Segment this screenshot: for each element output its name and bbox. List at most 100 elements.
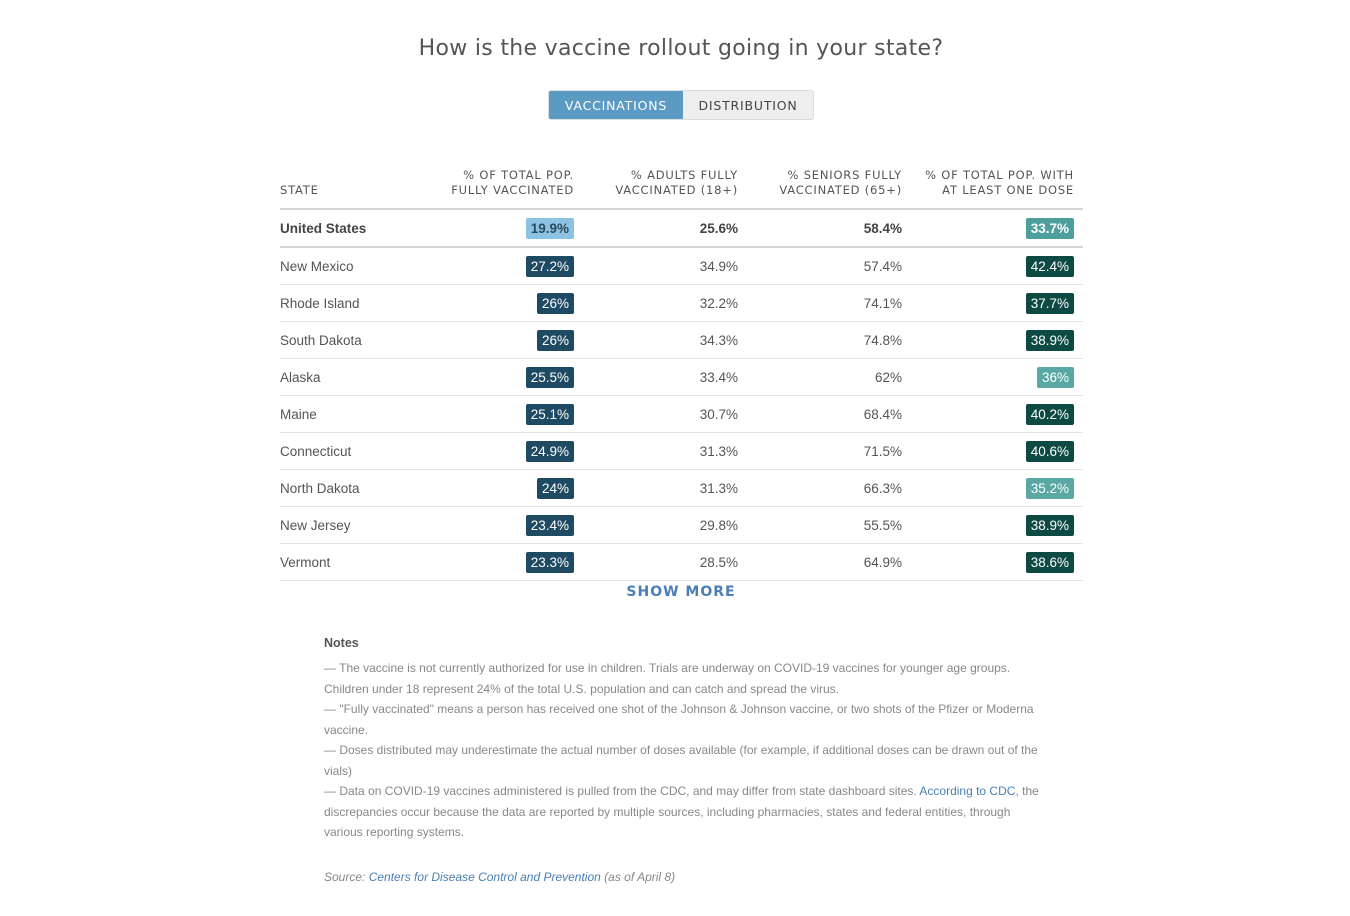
one-dose-cell: 38.9% bbox=[911, 321, 1083, 359]
header-one-dose[interactable]: % OF TOTAL POP. WITH AT LEAST ONE DOSE bbox=[911, 155, 1083, 210]
state-cell: South Dakota bbox=[280, 321, 420, 359]
one-dose-cell: 37.7% bbox=[911, 284, 1083, 322]
fully-vaccinated-pill: 24% bbox=[536, 477, 574, 499]
fully-vaccinated-cell: 23.3% bbox=[420, 543, 583, 581]
fully-vaccinated-pill: 23.3% bbox=[525, 551, 574, 573]
state-cell: New Jersey bbox=[280, 506, 420, 544]
source-line: Source: Centers for Disease Control and … bbox=[324, 870, 675, 884]
table-row-us-total: United States 19.9% 25.6% 58.4% 33.7% bbox=[280, 209, 1083, 248]
table-body: United States 19.9% 25.6% 58.4% 33.7% New Mex… bbox=[280, 209, 1083, 581]
header-fully-vaccinated[interactable]: % OF TOTAL POP. FULLY VACCINATED bbox=[420, 155, 583, 210]
header-adults-vaccinated[interactable]: % ADULTS FULLY VACCINATED (18+) bbox=[583, 155, 747, 210]
view-toggle: VACCINATIONS DISTRIBUTION bbox=[548, 90, 814, 120]
fully-vaccinated-cell: 27.2% bbox=[420, 247, 583, 285]
table-row: Vermont 23.3% 28.5% 64.9% 38.6% bbox=[280, 543, 1083, 581]
state-cell: United States bbox=[280, 209, 420, 248]
note-item-cdc: — Data on COVID-19 vaccines administered… bbox=[324, 781, 1044, 843]
one-dose-cell: 35.2% bbox=[911, 469, 1083, 507]
tab-vaccinations[interactable]: VACCINATIONS bbox=[549, 91, 683, 119]
one-dose-pill: 37.7% bbox=[1025, 292, 1074, 314]
seniors-vaccinated-cell: 66.3% bbox=[747, 469, 911, 507]
fully-vaccinated-pill: 27.2% bbox=[525, 255, 574, 277]
fully-vaccinated-cell: 19.9% bbox=[420, 209, 583, 248]
adults-vaccinated-cell: 30.7% bbox=[583, 395, 747, 433]
fully-vaccinated-pill: 25.1% bbox=[525, 403, 574, 425]
notes-title: Notes bbox=[324, 636, 359, 650]
one-dose-cell: 36% bbox=[911, 358, 1083, 396]
adults-vaccinated-cell: 32.2% bbox=[583, 284, 747, 322]
header-state[interactable]: STATE bbox=[280, 155, 420, 210]
one-dose-pill: 38.9% bbox=[1025, 514, 1074, 536]
fully-vaccinated-cell: 25.1% bbox=[420, 395, 583, 433]
header-line: % OF TOTAL POP. bbox=[463, 168, 574, 182]
header-line: VACCINATED (65+) bbox=[779, 183, 902, 197]
seniors-vaccinated-cell: 62% bbox=[747, 358, 911, 396]
adults-vaccinated-cell: 34.3% bbox=[583, 321, 747, 359]
state-cell: Maine bbox=[280, 395, 420, 433]
header-line: % OF TOTAL POP. WITH bbox=[925, 168, 1074, 182]
table-row: South Dakota 26% 34.3% 74.8% 38.9% bbox=[280, 321, 1083, 359]
seniors-vaccinated-cell: 74.1% bbox=[747, 284, 911, 322]
one-dose-cell: 33.7% bbox=[911, 209, 1083, 248]
seniors-vaccinated-cell: 58.4% bbox=[747, 209, 911, 248]
according-to-cdc-link[interactable]: According to CDC bbox=[919, 784, 1016, 798]
source-suffix: (as of April 8) bbox=[600, 870, 676, 884]
seniors-vaccinated-cell: 74.8% bbox=[747, 321, 911, 359]
fully-vaccinated-pill: 25.5% bbox=[525, 366, 574, 388]
state-cell: Vermont bbox=[280, 543, 420, 581]
state-cell: New Mexico bbox=[280, 247, 420, 285]
one-dose-cell: 40.6% bbox=[911, 432, 1083, 470]
one-dose-pill: 38.6% bbox=[1025, 551, 1074, 573]
table-header-row: STATE % OF TOTAL POP. FULLY VACCINATED % … bbox=[280, 155, 1083, 210]
fully-vaccinated-pill: 26% bbox=[536, 329, 574, 351]
cdc-source-link[interactable]: Centers for Disease Control and Preventi… bbox=[368, 870, 601, 884]
adults-vaccinated-cell: 31.3% bbox=[583, 432, 747, 470]
one-dose-pill: 35.2% bbox=[1025, 477, 1074, 499]
one-dose-pill: 33.7% bbox=[1025, 217, 1074, 239]
header-line: FULLY VACCINATED bbox=[451, 183, 574, 197]
source-prefix: Source: bbox=[324, 870, 369, 884]
note-text: , the discrepancies occur because the da… bbox=[324, 784, 1039, 839]
adults-vaccinated-cell: 31.3% bbox=[583, 469, 747, 507]
fully-vaccinated-cell: 26% bbox=[420, 284, 583, 322]
note-item: — Doses distributed may underestimate th… bbox=[324, 743, 1038, 778]
adults-vaccinated-cell: 25.6% bbox=[583, 209, 747, 248]
table-row: Rhode Island 26% 32.2% 74.1% 37.7% bbox=[280, 284, 1083, 322]
fully-vaccinated-cell: 25.5% bbox=[420, 358, 583, 396]
vaccination-table: STATE % OF TOTAL POP. FULLY VACCINATED % … bbox=[280, 155, 1083, 581]
table-row: Maine 25.1% 30.7% 68.4% 40.2% bbox=[280, 395, 1083, 433]
seniors-vaccinated-cell: 55.5% bbox=[747, 506, 911, 544]
one-dose-pill: 40.6% bbox=[1025, 440, 1074, 462]
page-title: How is the vaccine rollout going in your… bbox=[418, 36, 944, 61]
one-dose-cell: 38.6% bbox=[911, 543, 1083, 581]
state-cell: Alaska bbox=[280, 358, 420, 396]
one-dose-pill: 40.2% bbox=[1025, 403, 1074, 425]
table-row: New Mexico 27.2% 34.9% 57.4% 42.4% bbox=[280, 247, 1083, 285]
seniors-vaccinated-cell: 64.9% bbox=[747, 543, 911, 581]
seniors-vaccinated-cell: 71.5% bbox=[747, 432, 911, 470]
adults-vaccinated-cell: 29.8% bbox=[583, 506, 747, 544]
one-dose-pill: 36% bbox=[1036, 366, 1074, 388]
note-text: — Data on COVID-19 vaccines administered… bbox=[324, 784, 920, 798]
show-more-button[interactable]: SHOW MORE bbox=[626, 584, 736, 600]
adults-vaccinated-cell: 34.9% bbox=[583, 247, 747, 285]
fully-vaccinated-pill: 26% bbox=[536, 292, 574, 314]
table-row: Alaska 25.5% 33.4% 62% 36% bbox=[280, 358, 1083, 396]
fully-vaccinated-cell: 23.4% bbox=[420, 506, 583, 544]
fully-vaccinated-cell: 26% bbox=[420, 321, 583, 359]
fully-vaccinated-cell: 24% bbox=[420, 469, 583, 507]
header-state-label: STATE bbox=[280, 183, 319, 197]
fully-vaccinated-pill: 19.9% bbox=[525, 217, 574, 239]
one-dose-cell: 38.9% bbox=[911, 506, 1083, 544]
notes-section: Notes — The vaccine is not currently aut… bbox=[324, 636, 1044, 843]
seniors-vaccinated-cell: 57.4% bbox=[747, 247, 911, 285]
header-line: AT LEAST ONE DOSE bbox=[942, 183, 1074, 197]
header-seniors-vaccinated[interactable]: % SENIORS FULLY VACCINATED (65+) bbox=[747, 155, 911, 210]
state-cell: Connecticut bbox=[280, 432, 420, 470]
tab-distribution[interactable]: DISTRIBUTION bbox=[698, 98, 798, 113]
header-line: % SENIORS FULLY bbox=[787, 168, 902, 182]
adults-vaccinated-cell: 33.4% bbox=[583, 358, 747, 396]
header-line: % ADULTS FULLY bbox=[630, 168, 738, 182]
fully-vaccinated-pill: 24.9% bbox=[525, 440, 574, 462]
table-row: Connecticut 24.9% 31.3% 71.5% 40.6% bbox=[280, 432, 1083, 470]
